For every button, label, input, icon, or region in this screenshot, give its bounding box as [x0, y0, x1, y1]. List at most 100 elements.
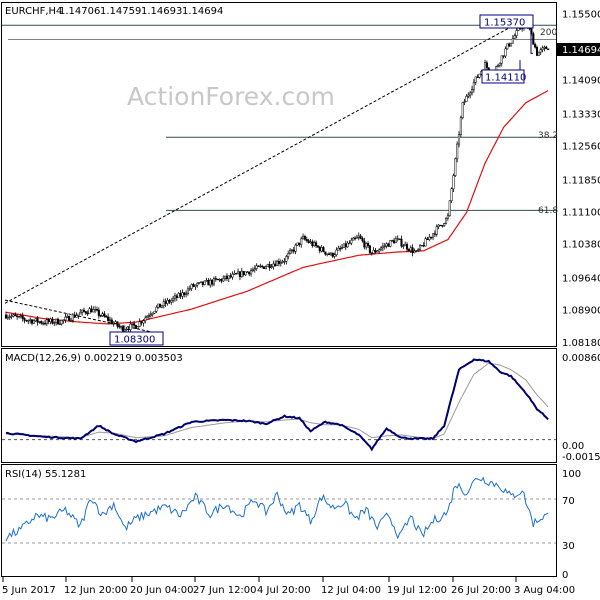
candle-body [383, 245, 386, 248]
candle-body [502, 55, 505, 57]
candle-body [40, 321, 43, 324]
candle-body [539, 49, 542, 53]
candle-body [337, 247, 340, 251]
price-tick-label: 1.11850 [562, 176, 600, 187]
candle-body [21, 315, 24, 319]
candle-body [183, 292, 186, 295]
candle-body [196, 283, 199, 286]
candle-body [266, 264, 269, 267]
x-tick-label: 5 Jun 2017 [2, 585, 56, 596]
candle-body [155, 306, 158, 312]
candle-body [190, 284, 193, 289]
candle-body [428, 236, 431, 240]
candle-body [185, 293, 188, 295]
candle-body [444, 217, 448, 224]
candle-body [328, 253, 331, 256]
candle-body [537, 51, 540, 56]
candle-body [407, 249, 410, 251]
candle-body [300, 238, 303, 246]
candle-body [73, 314, 76, 318]
price-title-low: 1.14693 [141, 6, 182, 17]
candle-body [75, 315, 78, 318]
candle-body [311, 241, 314, 246]
high-label-box [479, 14, 534, 29]
candle-body [283, 261, 286, 263]
candle-body [361, 238, 364, 242]
candle-body [472, 81, 475, 90]
low-label: 1.08300 [114, 335, 155, 346]
candle-body [259, 265, 262, 268]
rsi-tick-label: 0 [562, 570, 568, 581]
candle-body [95, 309, 99, 311]
candle-body [251, 269, 254, 271]
candle-body [541, 47, 544, 50]
candle-body [71, 314, 74, 321]
candle-body [287, 253, 290, 257]
candle-body [108, 319, 112, 321]
candle-body [125, 328, 128, 331]
candle-body [305, 239, 308, 241]
candle-body [212, 278, 215, 285]
candle-body [302, 236, 305, 240]
candle-body [209, 279, 212, 286]
candle-body [324, 251, 327, 255]
candle-body [242, 270, 245, 276]
price-tick-label: 1.10380 [562, 240, 600, 251]
price-tick-label: 1.14090 [562, 76, 600, 87]
candle-body [222, 277, 225, 282]
candle-body [307, 240, 310, 243]
candle-body [430, 236, 433, 239]
candle-body [420, 245, 423, 247]
candle-body [545, 46, 548, 50]
candle-body [277, 260, 280, 264]
candle-body [461, 102, 464, 118]
rsi-lines [2, 476, 556, 544]
candle-body [142, 320, 145, 324]
candle-body [79, 312, 82, 315]
last-price-box [557, 43, 600, 56]
candle-body [29, 319, 32, 321]
candle-body [276, 260, 279, 267]
candle-body [186, 288, 190, 294]
candle-body [56, 318, 60, 325]
candle-body [290, 249, 293, 252]
fib-618-label: 61.8 [538, 206, 558, 216]
x-tick-label: 19 Jul 12:00 [387, 585, 447, 596]
candle-body [149, 314, 152, 317]
candle-body [376, 250, 379, 253]
rsi-tick-label: 100 [562, 469, 581, 480]
candle-body [140, 321, 143, 324]
candle-body [53, 322, 56, 324]
candle-body [439, 224, 442, 227]
candle-body [238, 271, 241, 278]
candle-body [534, 44, 537, 48]
candle-body [426, 238, 429, 240]
candle-body [92, 309, 95, 313]
candle-body [313, 242, 316, 246]
candle-body [454, 158, 457, 176]
candle-body [188, 288, 191, 290]
candle-body [255, 265, 258, 269]
candle-body [253, 268, 256, 271]
candle-body [296, 242, 299, 246]
candle-body [99, 315, 102, 317]
fib-trend-line [4, 18, 526, 304]
candle-body [55, 318, 58, 323]
candle-body [333, 254, 336, 257]
price-tick-label: 1.09640 [562, 274, 600, 285]
candle-body [173, 295, 177, 299]
candle-body [144, 317, 147, 321]
candle-body [515, 30, 518, 37]
high-label: 1.15370 [484, 18, 525, 29]
candle-body [159, 303, 162, 308]
candle-body [272, 263, 275, 268]
candle-body [110, 319, 113, 325]
candle-body [469, 92, 472, 96]
candle-body [547, 48, 550, 50]
candle-body [237, 271, 240, 275]
x-tick-label: 27 Jun 12:00 [193, 585, 257, 596]
price-tick-label: 1.08180 [562, 338, 600, 349]
candle-body [532, 33, 535, 45]
candle-body [30, 319, 34, 324]
last-price-label: 1.14694 [562, 45, 600, 56]
